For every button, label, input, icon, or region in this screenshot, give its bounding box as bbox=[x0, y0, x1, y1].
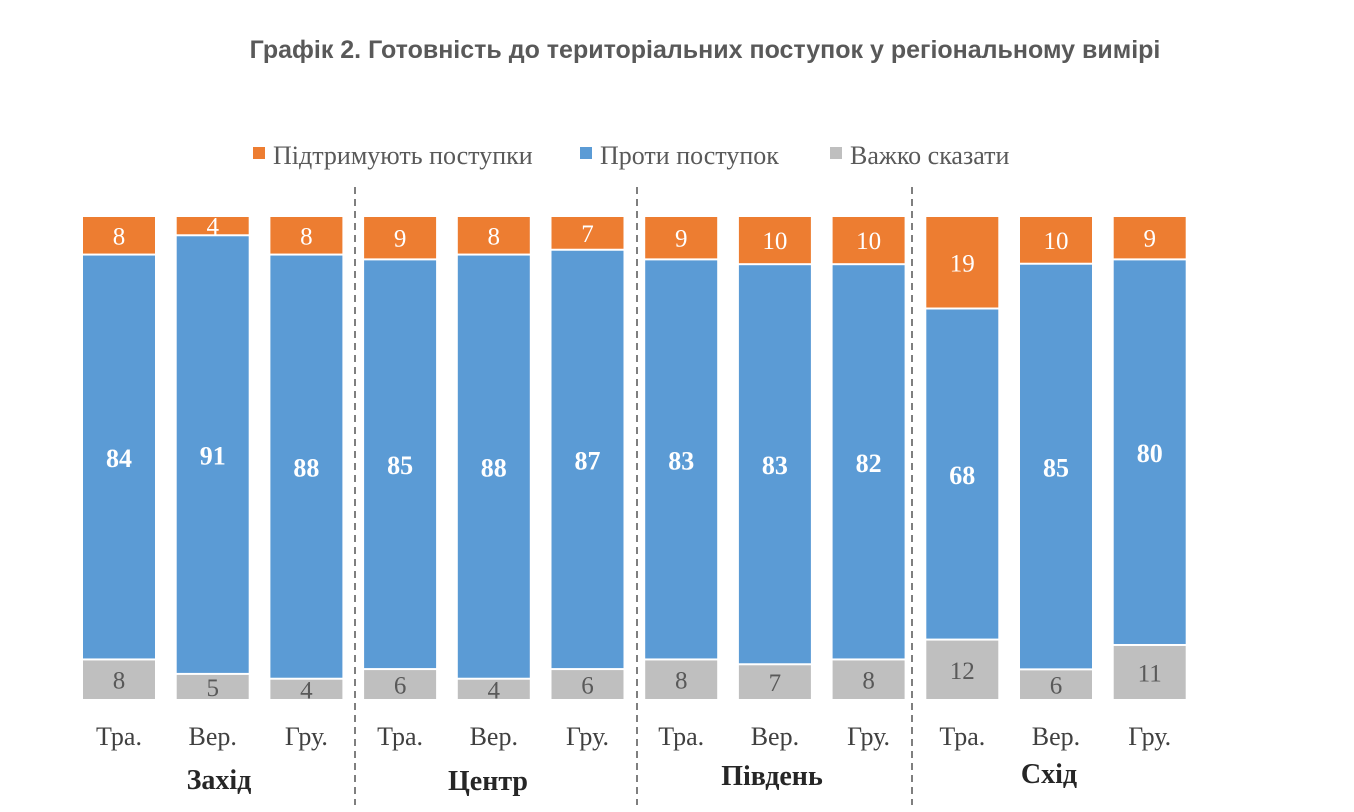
legend-label: Проти поступок bbox=[600, 141, 779, 170]
bar-unsure bbox=[457, 679, 530, 699]
bar-against bbox=[551, 250, 624, 669]
category-label: Вер. bbox=[470, 722, 518, 751]
group-label: Центр bbox=[448, 766, 528, 797]
bar-unsure-label: 12 bbox=[950, 658, 975, 685]
chart-title: Графік 2. Готовність до територіальних п… bbox=[249, 36, 1161, 64]
bar-support bbox=[551, 217, 624, 249]
bar-unsure-label: 6 bbox=[1050, 673, 1063, 700]
bar-unsure bbox=[551, 670, 624, 699]
bar-against-label: 88 bbox=[481, 454, 507, 483]
bar-support bbox=[1020, 217, 1092, 263]
bar-against-label: 85 bbox=[387, 451, 413, 480]
bar-unsure bbox=[270, 679, 343, 699]
bar-against bbox=[645, 260, 718, 659]
bar-against-label: 83 bbox=[762, 451, 788, 480]
bar-support bbox=[364, 217, 437, 259]
category-label: Вер. bbox=[189, 722, 237, 751]
bar-support-label: 7 bbox=[581, 221, 594, 248]
category-label: Тра. bbox=[96, 722, 142, 751]
bar-against bbox=[926, 309, 999, 639]
bar-unsure-label: 4 bbox=[488, 677, 501, 704]
bar-unsure-label: 5 bbox=[206, 675, 219, 702]
legend-swatch bbox=[830, 147, 842, 159]
bar-unsure-label: 11 bbox=[1138, 660, 1162, 687]
bar-against bbox=[270, 255, 343, 678]
bar-unsure-label: 8 bbox=[113, 668, 126, 695]
bar-unsure bbox=[738, 665, 811, 699]
category-label: Гру. bbox=[566, 722, 609, 751]
bar-against bbox=[1113, 260, 1186, 644]
category-label: Тра. bbox=[939, 722, 985, 751]
bar-unsure bbox=[832, 660, 905, 699]
category-label: Тра. bbox=[377, 722, 423, 751]
category-label: Вер. bbox=[751, 722, 799, 751]
bar-unsure bbox=[176, 674, 249, 699]
bar-against-label: 80 bbox=[1137, 439, 1163, 468]
bar-against bbox=[176, 236, 249, 673]
bar-unsure bbox=[364, 670, 437, 699]
group-label: Захід bbox=[187, 765, 252, 796]
bar-support-label: 8 bbox=[300, 223, 313, 250]
group-label: Схід bbox=[1021, 759, 1077, 790]
bar-support bbox=[832, 217, 905, 264]
bar-support-label: 9 bbox=[394, 226, 407, 253]
bar-against-label: 85 bbox=[1043, 454, 1069, 483]
bar-support-label: 9 bbox=[675, 226, 688, 253]
legend-label: Важко сказати bbox=[850, 141, 1009, 170]
bar-support bbox=[1113, 217, 1186, 259]
bar-against-label: 91 bbox=[200, 442, 226, 471]
bar-support-label: 10 bbox=[762, 228, 787, 255]
bar-support-label: 8 bbox=[113, 223, 126, 250]
bar-unsure-label: 8 bbox=[675, 668, 688, 695]
bar-support bbox=[83, 217, 155, 254]
bar-against-label: 82 bbox=[856, 449, 882, 478]
bar-unsure bbox=[645, 660, 718, 699]
bar-against bbox=[832, 265, 905, 659]
category-label: Вер. bbox=[1032, 722, 1080, 751]
bar-support bbox=[457, 217, 530, 254]
bar-support-label: 10 bbox=[1044, 228, 1069, 255]
bar-unsure-label: 6 bbox=[581, 673, 594, 700]
bar-support bbox=[926, 217, 999, 308]
bar-against bbox=[1020, 264, 1092, 669]
bar-support bbox=[645, 217, 718, 259]
bar-against bbox=[364, 260, 437, 669]
bar-unsure bbox=[926, 640, 999, 699]
bar-support-label: 9 bbox=[1143, 226, 1156, 253]
bar-against-label: 83 bbox=[668, 446, 694, 475]
bar-against bbox=[83, 255, 155, 659]
bar-against-label: 87 bbox=[575, 446, 601, 475]
category-label: Тра. bbox=[658, 722, 704, 751]
bar-support-label: 8 bbox=[488, 223, 501, 250]
bar-support bbox=[270, 217, 343, 254]
bar-against-label: 68 bbox=[949, 461, 975, 490]
legend-swatch bbox=[580, 147, 592, 159]
bar-against bbox=[738, 265, 811, 664]
category-label: Гру. bbox=[1128, 722, 1171, 751]
bar-unsure bbox=[1113, 645, 1186, 699]
bar-unsure bbox=[83, 660, 155, 699]
bar-support-label: 10 bbox=[856, 228, 881, 255]
bar-unsure-label: 7 bbox=[769, 670, 782, 697]
category-label: Гру. bbox=[847, 722, 890, 751]
bar-unsure bbox=[1020, 670, 1092, 699]
bar-against-label: 88 bbox=[293, 454, 319, 483]
group-label: Південь bbox=[721, 761, 823, 792]
bar-unsure-label: 4 bbox=[300, 677, 313, 704]
bar-unsure-label: 6 bbox=[394, 673, 407, 700]
bar-unsure-label: 8 bbox=[862, 668, 875, 695]
legend-swatch bbox=[253, 147, 265, 159]
bar-support-label: 19 bbox=[950, 250, 975, 277]
bar-against-label: 84 bbox=[106, 444, 132, 473]
bar-against bbox=[457, 255, 530, 678]
bar-support-label: 4 bbox=[206, 214, 219, 241]
bar-support bbox=[738, 217, 811, 264]
bar-support bbox=[176, 217, 249, 235]
legend-label: Підтримують поступки bbox=[273, 141, 533, 170]
category-label: Гру. bbox=[285, 722, 328, 751]
